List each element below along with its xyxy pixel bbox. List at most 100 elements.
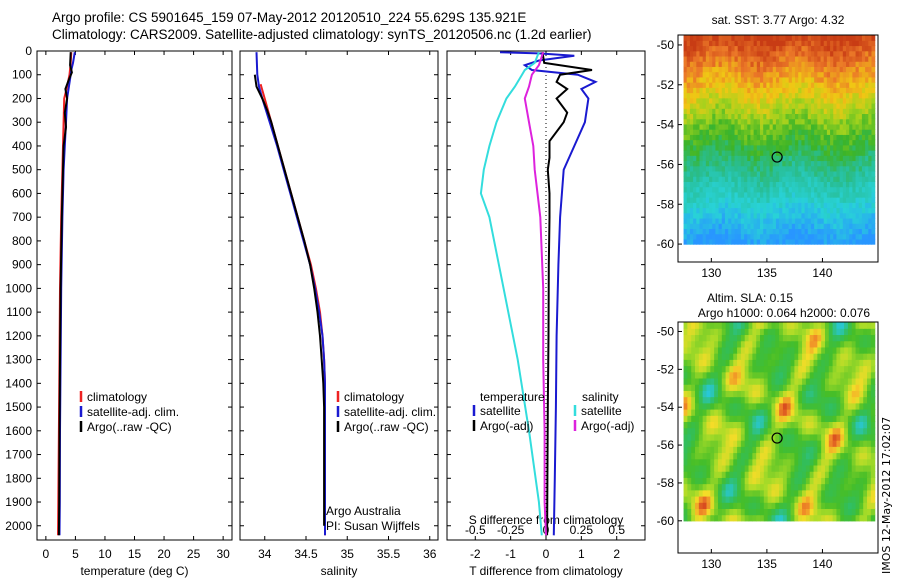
sst_map-cell [709,45,713,52]
sla_map-cell [714,446,719,454]
sla_map-cell [691,346,696,354]
sst_map-cell [836,165,841,172]
sst_map-cell [871,217,876,224]
sst_map-cell [795,202,799,209]
sst_map-cell [814,202,818,209]
sla_map-cell [790,495,795,503]
sst_map-cell [740,102,745,109]
sla_map-cell [691,396,696,404]
sst_map-cell [814,149,818,156]
sst_map-cell [807,191,812,198]
sla_map-cell [714,483,719,491]
sst_map-cell [798,108,803,115]
sst_map-cell [823,186,828,193]
sst_map-cell [852,176,857,182]
sla_map-cell [714,359,719,367]
sst_map-cell [842,217,847,224]
sla_map-cell [863,402,868,410]
sla_map-cell [844,440,849,447]
sst_map-cell [705,160,710,167]
sst_map-cell [760,87,764,94]
sla_map-cell [702,458,708,466]
sst_map-cell [753,55,758,62]
sst_map-cell [702,139,707,146]
sla_map-cell [786,483,792,491]
sst_map-cell [734,87,739,94]
sla_map-cell [798,489,803,497]
sst_map-cell [756,217,761,224]
sst_map-cell [775,144,780,151]
sst_map-cell [705,71,710,78]
sla_map-cell [859,328,864,336]
sla_map-cell [851,322,857,329]
sst_map-cell [788,217,793,224]
sst_map-cell [814,197,818,203]
sst_map-cell [795,35,799,41]
sla_map-cell [805,371,811,379]
sst_map-cell [804,238,809,245]
sla_map-cell [794,365,799,373]
sst_map-cell [788,197,793,203]
sla_map-cell [779,346,784,354]
sst_map-cell [721,92,726,99]
sla_map-cell [717,433,723,441]
sst_map-cell [747,40,752,47]
sst_map-cell [798,76,803,83]
depth-tick-label: 400 [12,139,32,153]
sst_map-cell [702,66,707,73]
sst_map-cell [702,197,707,203]
sla_map-cell [729,377,734,385]
sst_map-cell [791,228,796,235]
sst_map-cell [795,149,799,156]
sla_map-cell [809,427,815,435]
sst_map-cell [747,155,752,162]
sst_map-cell [686,228,691,235]
sla_map-cell [794,359,799,367]
sst_map-cell [849,35,853,41]
sla_map-cell [714,477,719,485]
sla_map-cell [805,365,811,373]
sla_map-cell [721,514,727,522]
sst_map-cell [788,202,793,209]
sla_map-y-tick-label: -60 [657,514,675,528]
sst_map-cell [836,123,841,130]
sst_map-cell [868,129,873,135]
sla_map-cell [779,377,784,385]
sla_map-cell [752,346,757,354]
sst_map-cell [785,61,790,67]
sla_map-cell [809,483,815,491]
sla_map-cell [698,477,704,485]
sst_map-cell [791,71,796,78]
sla_map-cell [771,502,776,509]
sst_map-cell [731,82,736,88]
temperature-x-tick-label: 15 [128,547,142,561]
sst_map-cell [686,144,691,151]
sst_map-cell [779,202,783,209]
sst_map-cell [686,181,691,188]
sla_map-cell [813,495,818,503]
sst_map-cell [712,238,717,245]
sla_map-cell [821,446,826,454]
sst_map-cell [855,228,860,235]
sla_map-cell [794,502,799,509]
sst_map-cell [871,61,876,67]
sst_map-cell [772,40,777,47]
sla_map-cell [733,371,738,379]
sst_map-cell [744,223,748,229]
sst_map-cell [782,197,787,203]
sst_map-cell [846,144,850,151]
sla_map-cell [870,514,876,522]
sst_map-cell [760,118,764,125]
sst_map-cell [731,45,736,52]
sla_map-cell [782,415,788,422]
sla_map-cell [821,433,826,441]
sst_map-cell [814,61,818,67]
sst_map-cell [807,202,812,209]
sst_map-cell [772,202,777,209]
sst_map-cell [861,71,866,78]
sla_map-cell [763,514,769,522]
difference-series-line [523,51,547,536]
sst_map-cell [779,134,783,141]
sla_map-cell [775,421,780,429]
sst_map-cell [785,207,790,214]
